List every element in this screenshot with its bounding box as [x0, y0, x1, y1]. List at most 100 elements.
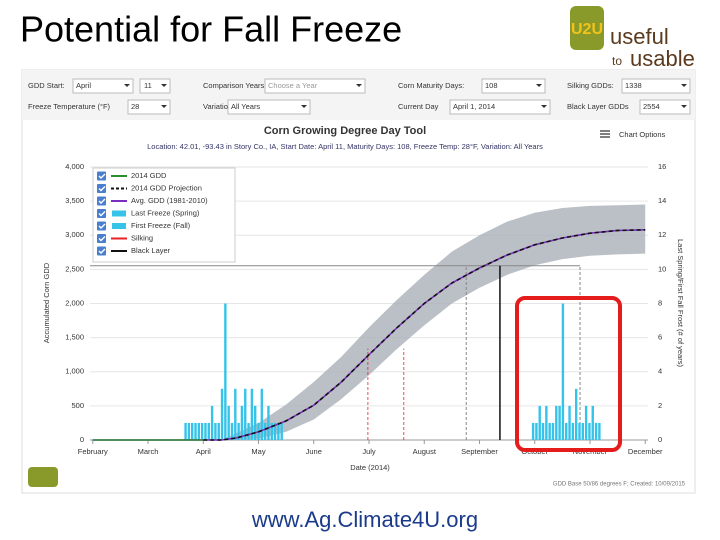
legend-swatch — [112, 210, 126, 217]
select-value: 11 — [144, 81, 152, 90]
control-label: Black Layer GDDs — [567, 102, 629, 111]
select-box[interactable] — [639, 99, 691, 115]
legend-checkbox[interactable] — [97, 234, 106, 243]
dropdown-arrow — [356, 84, 362, 87]
legend-checkbox[interactable] — [97, 209, 106, 218]
screenshot-frame — [21, 69, 696, 494]
freeze-bar — [237, 422, 240, 440]
y-tick-label: 2,000 — [65, 298, 84, 307]
controls-panel — [22, 70, 695, 120]
dropdown-arrow — [301, 105, 307, 108]
select-box[interactable] — [127, 99, 171, 115]
freeze-bar — [541, 422, 545, 440]
select-box[interactable] — [621, 78, 691, 94]
freeze-bar — [555, 405, 558, 440]
freeze-bar — [220, 388, 224, 440]
freeze-bar — [217, 422, 220, 440]
freeze-bar — [584, 405, 588, 440]
x-tick-label: June — [306, 447, 322, 456]
legend-label: First Freeze (Fall) — [131, 221, 191, 230]
legend-checkbox[interactable] — [97, 184, 106, 193]
freeze-bar — [207, 422, 210, 440]
freeze-bar — [200, 422, 204, 440]
select-value: 1338 — [625, 81, 642, 90]
legend-checkbox[interactable] — [97, 196, 106, 206]
y-tick-label: 1,000 — [65, 367, 84, 376]
control-label: Comparison Years: — [203, 81, 266, 90]
y2-tick-label: 0 — [658, 435, 662, 444]
menu-icon — [600, 130, 610, 138]
legend-label: Silking — [131, 233, 153, 242]
select-value: April 1, 2014 — [453, 102, 495, 111]
select-box[interactable] — [264, 78, 366, 94]
freeze-bar — [561, 303, 565, 440]
freeze-bar — [253, 405, 257, 440]
y-tick-label: 1,500 — [65, 333, 84, 342]
legend-check — [98, 173, 106, 179]
freeze-bar — [277, 422, 280, 440]
select-value: 2554 — [643, 102, 660, 111]
select-value: All Years — [231, 102, 260, 111]
select-box[interactable] — [481, 78, 546, 94]
y-tick-label: 500 — [71, 401, 84, 410]
freeze-bar — [571, 422, 575, 440]
freeze-bar — [260, 388, 264, 440]
x-tick-label: February — [78, 447, 108, 456]
logo-badge — [570, 6, 604, 50]
legend-swatch — [112, 223, 126, 229]
y2-tick-label: 6 — [658, 333, 662, 342]
select-value: April — [76, 81, 91, 90]
freeze-bar — [247, 422, 250, 440]
control-label: Variation — [203, 102, 232, 111]
freeze-bar — [535, 422, 538, 440]
freeze-bar — [578, 422, 581, 440]
legend-label: 2014 GDD — [131, 171, 167, 180]
y-tick-label: 4,000 — [65, 162, 84, 171]
dropdown-arrow — [541, 105, 547, 108]
freeze-bar — [594, 422, 598, 440]
y-axis-label: Accumulated Corn GDD — [42, 262, 51, 343]
select-box[interactable] — [227, 99, 311, 115]
credit: GDD Base 50/86 degrees F; Created: 10/09… — [553, 482, 686, 488]
dropdown-arrow — [161, 84, 167, 87]
x-axis-label: Date (2014) — [350, 463, 390, 472]
logo-text: useful — [610, 24, 669, 49]
select-box[interactable] — [139, 78, 171, 94]
controls: GDD Start: April 11 Comparison Years: Choose… — [28, 78, 691, 115]
legend-label: Last Freeze (Spring) — [131, 208, 200, 217]
freeze-bar — [588, 422, 591, 440]
logo: U2U useful to usable — [570, 6, 695, 71]
highlight-box — [515, 296, 622, 452]
dropdown-arrow — [681, 105, 687, 108]
legend-checkbox[interactable] — [97, 221, 106, 231]
freeze-bar — [538, 405, 541, 440]
select-box[interactable] — [449, 99, 551, 115]
select-box[interactable] — [72, 78, 134, 94]
range-band — [221, 204, 646, 440]
freeze-bar — [224, 303, 227, 440]
freeze-bar — [581, 422, 585, 440]
y-tick-label: 2,500 — [65, 264, 84, 273]
y2-tick-label: 2 — [658, 401, 662, 410]
dropdown-arrow — [124, 84, 130, 87]
chart-subtitle: Location: 42.01, -93.43 in Story Co., IA… — [147, 142, 543, 151]
legend-check — [98, 186, 106, 192]
legend-label: Black Layer — [131, 246, 171, 255]
x-tick-label: May — [251, 447, 265, 456]
chart-options[interactable]: Chart Options — [619, 130, 666, 139]
freeze-bar — [531, 422, 535, 440]
freeze-bar — [197, 422, 201, 440]
x-tick-label: December — [628, 447, 663, 456]
freeze-bar — [227, 405, 230, 440]
freeze-bar — [545, 405, 548, 440]
y-tick-label: 0 — [80, 435, 84, 444]
freeze-bar — [558, 405, 561, 440]
freeze-bar — [194, 422, 197, 440]
legend-checkbox[interactable] — [97, 246, 106, 256]
y2-tick-label: 16 — [658, 162, 666, 171]
y2-tick-label: 8 — [658, 298, 662, 307]
logo-mark: U2U — [571, 21, 603, 38]
legend-checkbox[interactable] — [97, 171, 106, 181]
